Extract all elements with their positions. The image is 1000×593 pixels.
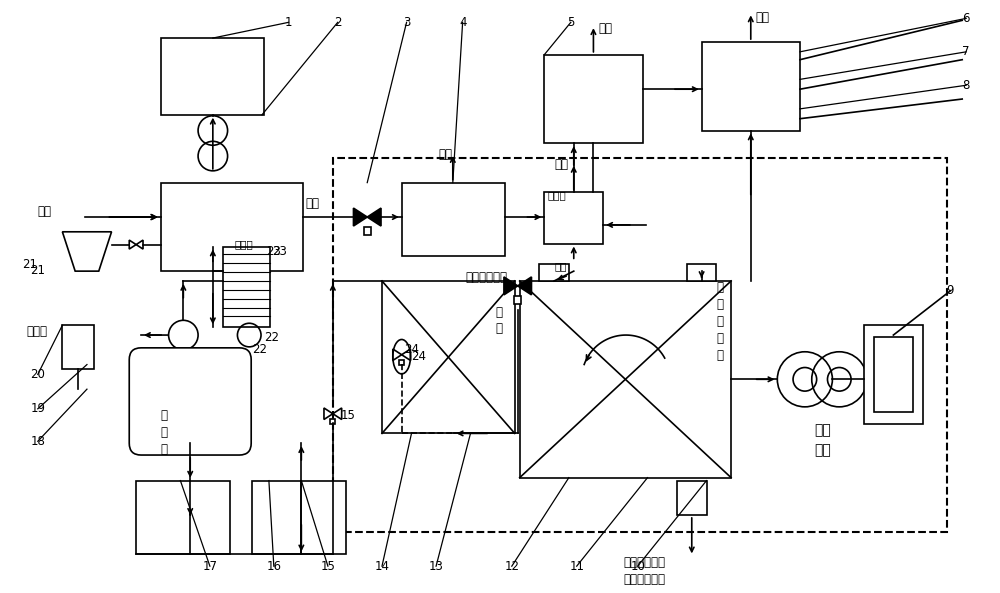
Bar bbox=[544, 55, 643, 144]
Text: 14: 14 bbox=[374, 560, 389, 573]
Text: 排空: 排空 bbox=[438, 148, 452, 161]
Bar bbox=[539, 264, 569, 281]
Bar bbox=[333, 158, 947, 532]
Text: 2: 2 bbox=[334, 16, 341, 29]
Text: 排空: 排空 bbox=[756, 11, 770, 24]
Text: 自来水: 自来水 bbox=[547, 190, 566, 200]
Text: 蒸
汽: 蒸 汽 bbox=[495, 305, 502, 334]
Text: 19: 19 bbox=[30, 402, 45, 415]
Polygon shape bbox=[504, 277, 518, 295]
Text: 23: 23 bbox=[266, 245, 281, 258]
Bar bbox=[874, 337, 913, 412]
Bar bbox=[677, 480, 707, 515]
Text: 干废渣、沼渣
（外运焚烧）: 干废渣、沼渣 （外运焚烧） bbox=[623, 556, 665, 586]
Text: 21: 21 bbox=[30, 264, 45, 278]
Text: 排空: 排空 bbox=[554, 158, 568, 171]
Text: 3: 3 bbox=[403, 16, 410, 29]
Text: 缸套水: 缸套水 bbox=[234, 240, 253, 250]
Text: 湿废渣、沼渣: 湿废渣、沼渣 bbox=[466, 271, 508, 284]
Text: 23: 23 bbox=[272, 244, 287, 257]
Text: 5: 5 bbox=[567, 16, 574, 29]
Bar bbox=[382, 281, 515, 433]
Text: 烟气: 烟气 bbox=[305, 197, 319, 211]
Text: 烘干
系统: 烘干 系统 bbox=[815, 423, 831, 457]
Text: 24: 24 bbox=[411, 350, 426, 363]
Bar bbox=[520, 281, 731, 477]
Text: 干
燥
后
热
风: 干 燥 后 热 风 bbox=[716, 281, 723, 362]
Text: 4: 4 bbox=[459, 16, 466, 29]
Text: 22: 22 bbox=[252, 343, 267, 356]
Bar bbox=[252, 480, 346, 554]
Text: 11: 11 bbox=[569, 560, 584, 573]
Bar bbox=[402, 183, 505, 256]
Bar bbox=[161, 38, 264, 115]
Text: 9: 9 bbox=[947, 284, 954, 297]
Bar bbox=[687, 264, 716, 281]
Text: 7: 7 bbox=[962, 45, 970, 58]
Bar bbox=[364, 227, 371, 235]
Bar bbox=[864, 325, 923, 423]
Text: 10: 10 bbox=[630, 560, 645, 573]
Text: 20: 20 bbox=[30, 368, 45, 381]
Text: 17: 17 bbox=[202, 560, 217, 573]
Text: 15: 15 bbox=[320, 560, 335, 573]
Text: 18: 18 bbox=[30, 435, 45, 448]
Text: 16: 16 bbox=[266, 560, 281, 573]
Text: 21: 21 bbox=[22, 258, 37, 271]
Bar bbox=[223, 247, 270, 327]
Bar bbox=[62, 325, 94, 369]
Text: 24: 24 bbox=[404, 343, 419, 356]
FancyBboxPatch shape bbox=[129, 348, 251, 455]
Text: 6: 6 bbox=[962, 12, 970, 25]
Bar bbox=[399, 361, 404, 365]
Bar bbox=[161, 183, 303, 271]
Text: 排空: 排空 bbox=[598, 23, 612, 36]
Text: 8: 8 bbox=[962, 79, 970, 92]
Bar bbox=[330, 419, 335, 425]
Bar bbox=[544, 193, 603, 244]
Bar bbox=[136, 480, 230, 554]
Text: 12: 12 bbox=[504, 560, 519, 573]
Text: 沼气: 沼气 bbox=[554, 262, 567, 272]
Text: 15: 15 bbox=[341, 409, 356, 422]
Text: 22: 22 bbox=[264, 330, 279, 343]
Polygon shape bbox=[518, 277, 531, 295]
Text: 1: 1 bbox=[285, 16, 292, 29]
Text: 冷
温
水: 冷 温 水 bbox=[161, 409, 168, 456]
Bar bbox=[514, 295, 521, 304]
Bar bbox=[702, 42, 800, 130]
Polygon shape bbox=[353, 208, 367, 226]
Polygon shape bbox=[367, 208, 381, 226]
Text: 自来水: 自来水 bbox=[26, 325, 47, 338]
Text: 沼气: 沼气 bbox=[38, 205, 52, 218]
Text: 13: 13 bbox=[429, 560, 444, 573]
